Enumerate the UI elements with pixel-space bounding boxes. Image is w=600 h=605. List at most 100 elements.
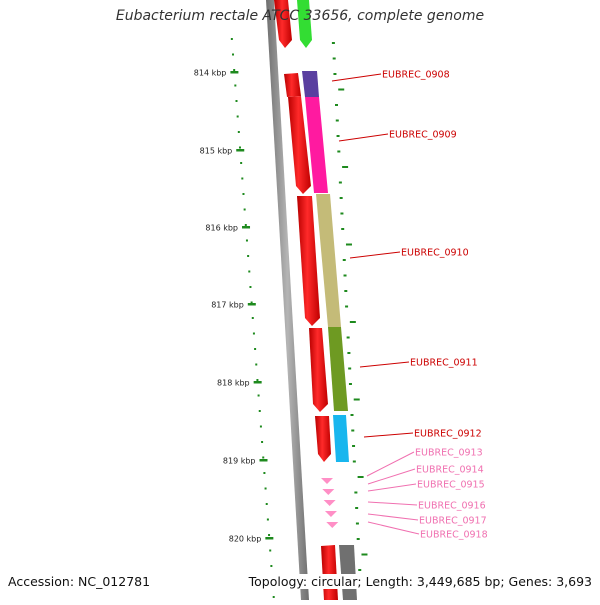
gene-label[interactable]: EUBREC_0910 bbox=[401, 248, 469, 259]
scale-minor-tick bbox=[233, 69, 236, 71]
scale-outer-tick bbox=[354, 491, 358, 494]
scale-minor-tick bbox=[270, 565, 273, 567]
scale-label: 819 kbp bbox=[223, 457, 256, 466]
scale-label: 820 kbp bbox=[229, 535, 262, 544]
scale-major-tick bbox=[247, 303, 256, 306]
scale-minor-tick bbox=[230, 38, 233, 40]
gene-labels: EUBREC_0908 EUBREC_0909 EUBREC_0910 EUBREC_… bbox=[382, 70, 488, 541]
scale-outer-tick bbox=[339, 197, 343, 199]
scale-label: 815 kbp bbox=[200, 147, 233, 156]
label-leader-line bbox=[367, 501, 418, 506]
scale-major-tick bbox=[230, 71, 239, 74]
small-rna-feature bbox=[323, 500, 336, 506]
gene-label[interactable]: EUBREC_0912 bbox=[414, 429, 482, 440]
scale-minor-tick bbox=[240, 162, 243, 164]
scale-minor-tick bbox=[250, 301, 253, 304]
scale-major-tick bbox=[253, 381, 262, 384]
cds-forward-2 bbox=[288, 96, 311, 194]
label-leader-line bbox=[367, 483, 417, 492]
scale-minor-tick bbox=[249, 286, 252, 288]
gene-label[interactable]: EUBREC_0908 bbox=[382, 70, 450, 81]
cds-partial-bottom-red bbox=[321, 545, 338, 600]
scale-outer-tick bbox=[331, 42, 335, 44]
gene-label[interactable]: EUBREC_0913 bbox=[415, 448, 483, 459]
label-leader-line bbox=[363, 432, 414, 438]
topology-text: Topology: circular; Length: 3,449,685 bp… bbox=[248, 574, 592, 589]
cds-forward-5 bbox=[315, 416, 331, 462]
scale-outer-tick bbox=[338, 181, 342, 184]
scale-minor-tick bbox=[248, 270, 251, 273]
gene-label[interactable]: EUBREC_0911 bbox=[410, 358, 478, 369]
gene-label[interactable]: EUBREC_0914 bbox=[416, 465, 484, 476]
scale-outer-tick bbox=[332, 57, 336, 60]
label-leaders bbox=[331, 73, 420, 535]
label-leader-line bbox=[331, 73, 382, 82]
scale-outer-tick bbox=[336, 135, 340, 137]
scale-ticks: 814 kbp 815 kbp 816 kbp 817 kbp 818 kbp 819 k… bbox=[194, 38, 368, 602]
scale-outer-tick bbox=[345, 305, 349, 308]
scale-minor-tick bbox=[261, 441, 264, 443]
scale-minor-tick bbox=[243, 208, 246, 211]
scale-outer-tick bbox=[352, 460, 356, 463]
cds-partial-bottom-gray bbox=[339, 545, 357, 600]
gene-EUBREC_0910[interactable] bbox=[316, 194, 341, 327]
scale-minor-tick bbox=[238, 146, 241, 149]
scale-outer-tick bbox=[337, 150, 341, 153]
scale-outer-tick bbox=[356, 538, 360, 540]
label-leader-line bbox=[367, 521, 420, 535]
gene-EUBREC_0911[interactable] bbox=[328, 327, 348, 411]
small-rna-features bbox=[321, 478, 339, 528]
label-leader-line bbox=[366, 451, 415, 477]
scale-outer-tick bbox=[349, 321, 356, 323]
cds-forward-1 bbox=[284, 73, 301, 97]
scale-outer-tick bbox=[351, 429, 355, 432]
scale-minor-tick bbox=[263, 472, 266, 474]
scale-major-tick bbox=[242, 226, 251, 229]
gene-label[interactable]: EUBREC_0909 bbox=[389, 130, 457, 141]
label-leader-line bbox=[338, 133, 389, 142]
gene-label[interactable]: EUBREC_0916 bbox=[418, 501, 486, 512]
gene-label[interactable]: EUBREC_0917 bbox=[419, 516, 487, 527]
scale-minor-tick bbox=[232, 53, 235, 56]
label-leader-line bbox=[359, 361, 410, 368]
scale-outer-tick bbox=[335, 104, 338, 106]
scale-label: 814 kbp bbox=[194, 69, 227, 78]
gene-label[interactable]: EUBREC_0918 bbox=[420, 530, 488, 541]
scale-outer-tick bbox=[344, 290, 348, 292]
gene-EUBREC_0909[interactable] bbox=[305, 97, 328, 193]
small-rna-feature bbox=[326, 522, 339, 528]
scale-minor-tick bbox=[272, 596, 275, 598]
scale-minor-tick bbox=[258, 410, 261, 412]
scale-outer-tick bbox=[348, 367, 352, 370]
scale-minor-tick bbox=[236, 115, 239, 118]
gene-EUBREC_0908[interactable] bbox=[302, 71, 319, 97]
scale-outer-tick bbox=[345, 243, 352, 246]
gene-label[interactable]: EUBREC_0915 bbox=[417, 480, 485, 491]
scale-label: 816 kbp bbox=[205, 224, 238, 233]
scale-outer-tick bbox=[342, 259, 346, 261]
scale-minor-tick bbox=[269, 549, 272, 552]
scale-outer-tick bbox=[357, 476, 364, 478]
scale-major-tick bbox=[236, 149, 245, 152]
small-rna-feature bbox=[322, 489, 335, 495]
scale-minor-tick bbox=[256, 379, 259, 381]
scale-outer-tick bbox=[355, 522, 359, 525]
scale-outer-tick bbox=[348, 383, 352, 385]
scale-minor-tick bbox=[251, 317, 254, 319]
scale-outer-tick bbox=[352, 445, 356, 447]
label-leader-line bbox=[367, 513, 419, 521]
scale-minor-tick bbox=[234, 84, 237, 87]
scale-label: 817 kbp bbox=[211, 301, 244, 310]
scale-outer-tick bbox=[347, 352, 351, 354]
scale-minor-tick bbox=[241, 177, 244, 180]
scale-minor-tick bbox=[242, 193, 245, 195]
scale-outer-tick bbox=[361, 553, 368, 556]
scale-minor-tick bbox=[244, 224, 247, 226]
gene-EUBREC_0912[interactable] bbox=[333, 415, 349, 462]
scale-minor-tick bbox=[255, 363, 258, 366]
scale-minor-tick bbox=[247, 255, 250, 257]
scale-minor-tick bbox=[235, 100, 238, 102]
scale-outer-tick bbox=[346, 336, 350, 339]
